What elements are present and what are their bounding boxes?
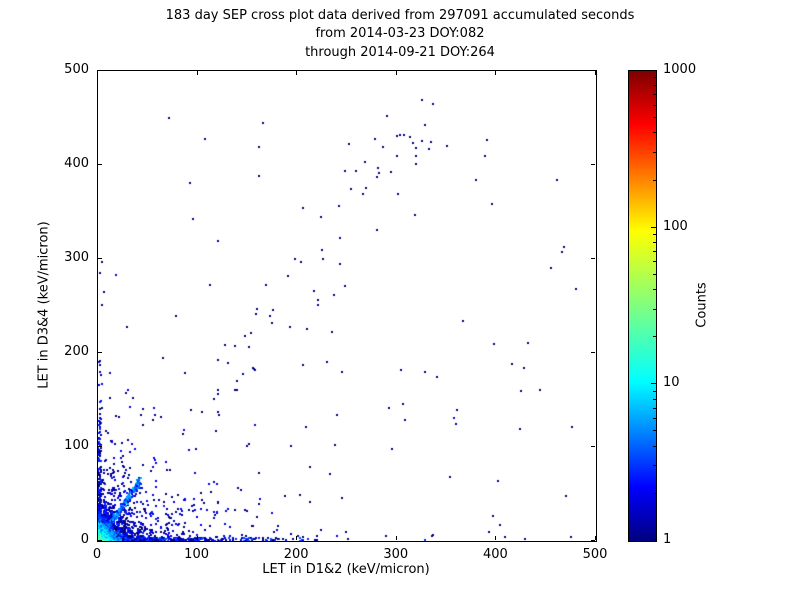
colorbar — [628, 70, 657, 542]
x-tick-label: 200 — [283, 547, 309, 562]
x-tick-label: 500 — [582, 547, 608, 562]
y-tick-mark-right — [591, 352, 595, 353]
x-tick-label: 100 — [184, 547, 209, 562]
y-tick-mark-right — [591, 164, 595, 165]
colorbar-minor-tick-mark — [653, 77, 656, 79]
x-tick-mark-top — [395, 71, 397, 75]
colorbar-tick-label: 100 — [663, 218, 688, 234]
y-tick-mark-left — [98, 258, 102, 259]
colorbar-minor-tick-mark — [653, 418, 656, 420]
colorbar-minor-tick-mark — [653, 289, 656, 290]
colorbar-minor-tick-mark — [653, 151, 656, 153]
colorbar-minor-tick-mark — [653, 104, 656, 106]
colorbar-tick-mark — [651, 226, 656, 228]
colorbar-minor-tick-mark — [653, 336, 656, 338]
y-tick-mark-right — [591, 540, 595, 541]
x-tick-mark-bottom — [296, 536, 298, 540]
x-axis-label: LET in D1&2 (keV/micron) — [262, 562, 430, 577]
colorbar-tick-label: 1 — [663, 532, 672, 547]
colorbar-tick-mark — [651, 539, 656, 540]
x-tick-mark-top — [495, 71, 497, 75]
y-tick-label: 400 — [64, 156, 89, 171]
y-tick-label: 0 — [80, 532, 89, 547]
x-tick-mark-bottom — [97, 536, 98, 540]
y-tick-label: 100 — [64, 438, 89, 453]
colorbar-minor-tick-mark — [653, 430, 656, 432]
y-tick-mark-right — [591, 258, 595, 259]
colorbar-minor-tick-mark — [653, 407, 656, 409]
colorbar-minor-tick-mark — [653, 117, 656, 119]
x-tick-label: 400 — [482, 547, 508, 562]
y-tick-label: 200 — [64, 344, 89, 359]
y-axis-label: LET in D3&4 (keV/micron) — [36, 221, 52, 389]
x-tick-mark-top — [97, 71, 98, 75]
colorbar-tick-label: 1000 — [663, 62, 697, 77]
x-tick-mark-bottom — [595, 536, 596, 540]
x-tick-mark-top — [296, 71, 298, 75]
y-tick-label: 500 — [64, 62, 89, 77]
colorbar-minor-tick-mark — [653, 465, 656, 467]
colorbar-minor-tick-mark — [653, 390, 656, 392]
colorbar-tick-mark — [651, 70, 656, 71]
colorbar-minor-tick-mark — [653, 308, 656, 310]
colorbar-minor-tick-mark — [653, 273, 656, 275]
x-tick-label: 0 — [92, 547, 102, 562]
chart-title: 183 day SEP cross plot data derived from… — [0, 7, 800, 62]
chart-title-line-2: from 2014-03-23 DOY:082 — [315, 26, 485, 42]
colorbar-minor-tick-mark — [653, 492, 656, 494]
colorbar-minor-tick-mark — [653, 179, 656, 181]
y-tick-mark-left — [98, 70, 102, 71]
y-tick-mark-left — [98, 164, 102, 165]
x-tick-mark-bottom — [196, 536, 198, 540]
y-tick-mark-right — [591, 446, 595, 447]
chart-title-line-3: through 2014-09-21 DOY:264 — [305, 44, 495, 60]
colorbar-tick-mark — [651, 383, 656, 385]
y-tick-mark-left — [98, 352, 102, 353]
x-tick-mark-bottom — [495, 536, 497, 540]
scatter-canvas — [98, 71, 596, 541]
y-tick-mark-left — [98, 446, 102, 447]
colorbar-label: Counts — [694, 282, 710, 328]
colorbar-minor-tick-mark — [653, 261, 656, 263]
x-tick-label: 300 — [383, 547, 409, 562]
colorbar-minor-tick-mark — [653, 398, 656, 400]
colorbar-minor-tick-mark — [653, 241, 656, 243]
plot-area — [97, 70, 597, 542]
x-tick-mark-top — [196, 71, 198, 75]
x-tick-mark-top — [595, 71, 596, 75]
colorbar-tick-label: 10 — [663, 375, 680, 391]
colorbar-minor-tick-mark — [653, 250, 656, 252]
y-tick-mark-left — [98, 540, 102, 541]
colorbar-minor-tick-mark — [653, 445, 656, 447]
colorbar-minor-tick-mark — [653, 233, 656, 235]
y-tick-label: 300 — [64, 250, 89, 265]
colorbar-minor-tick-mark — [653, 94, 656, 96]
chart-title-line-1: 183 day SEP cross plot data derived from… — [165, 8, 635, 23]
x-tick-mark-bottom — [395, 536, 397, 540]
y-tick-mark-right — [591, 70, 595, 71]
colorbar-minor-tick-mark — [653, 85, 656, 87]
colorbar-minor-tick-mark — [653, 132, 656, 134]
